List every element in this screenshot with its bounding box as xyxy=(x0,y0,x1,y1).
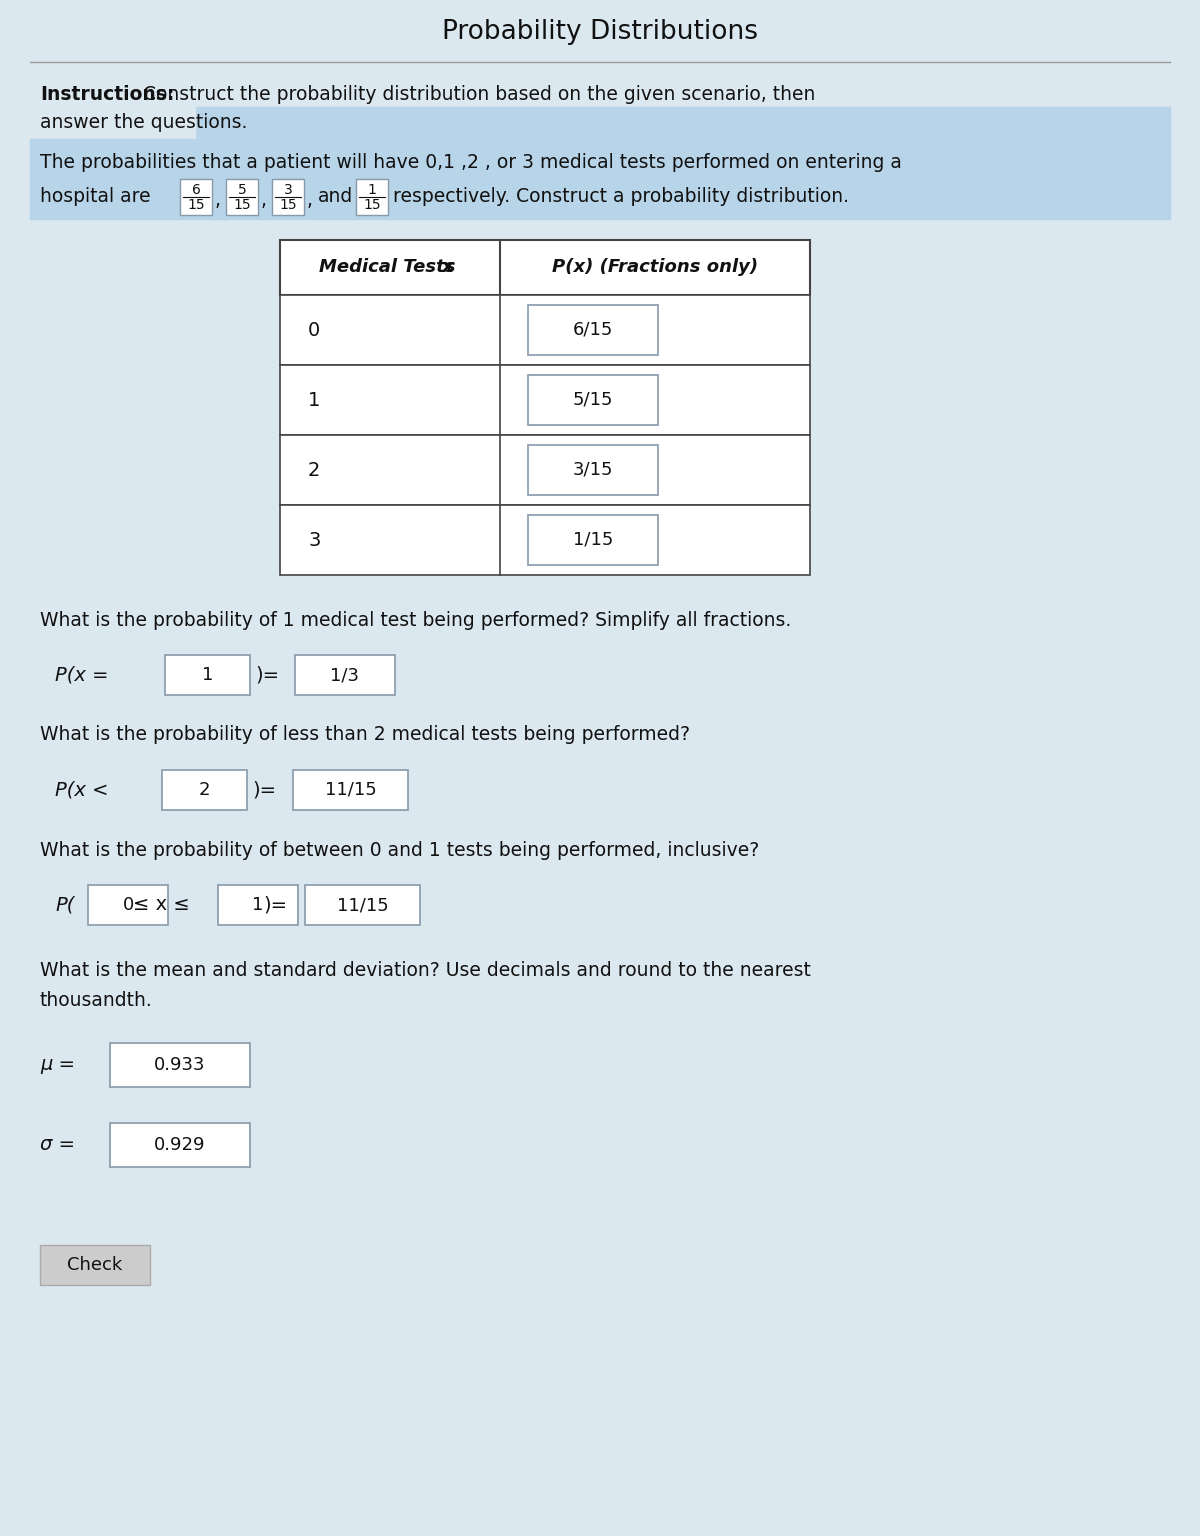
Bar xyxy=(528,515,658,565)
Bar xyxy=(110,1043,250,1087)
Text: ≤ x ≤: ≤ x ≤ xyxy=(133,895,190,914)
Text: hospital are: hospital are xyxy=(40,187,151,206)
Text: 5/15: 5/15 xyxy=(572,392,613,409)
Text: )=: )= xyxy=(263,895,287,914)
Text: 3: 3 xyxy=(308,530,320,550)
Text: 15: 15 xyxy=(364,198,380,212)
Text: 5: 5 xyxy=(238,183,246,197)
Text: 1/15: 1/15 xyxy=(572,531,613,548)
Text: 2: 2 xyxy=(199,780,210,799)
Text: 11/15: 11/15 xyxy=(337,895,389,914)
Bar xyxy=(280,240,810,295)
Text: respectively. Construct a probability distribution.: respectively. Construct a probability di… xyxy=(394,187,850,206)
Bar xyxy=(528,445,658,495)
Bar xyxy=(305,885,420,925)
Bar xyxy=(30,75,1170,108)
Bar xyxy=(30,138,1170,220)
Bar xyxy=(218,885,298,925)
Bar xyxy=(40,1246,150,1286)
Text: Instructions:: Instructions: xyxy=(40,86,174,104)
Text: 15: 15 xyxy=(187,198,205,212)
Text: 15: 15 xyxy=(280,198,296,212)
Text: ,: , xyxy=(260,190,266,209)
Text: 15: 15 xyxy=(233,198,251,212)
Text: 11/15: 11/15 xyxy=(325,780,377,799)
Bar xyxy=(295,654,395,694)
Text: 0.929: 0.929 xyxy=(155,1137,205,1154)
Bar xyxy=(166,654,250,694)
Text: P(x =: P(x = xyxy=(55,665,108,685)
Text: μ =: μ = xyxy=(40,1055,74,1075)
Bar xyxy=(293,770,408,809)
Bar xyxy=(180,180,212,215)
Text: 6/15: 6/15 xyxy=(572,321,613,339)
Text: What is the probability of 1 medical test being performed? Simplify all fraction: What is the probability of 1 medical tes… xyxy=(40,610,791,630)
Bar xyxy=(162,770,247,809)
Text: ,: , xyxy=(306,190,312,209)
Text: 1: 1 xyxy=(308,390,320,410)
Bar xyxy=(30,108,194,138)
Text: )=: )= xyxy=(252,780,276,800)
Text: Construct the probability distribution based on the given scenario, then: Construct the probability distribution b… xyxy=(137,86,815,104)
Bar xyxy=(280,366,810,435)
Bar xyxy=(194,108,1170,138)
Text: thousandth.: thousandth. xyxy=(40,991,152,1009)
Bar xyxy=(528,375,658,425)
Text: ,: , xyxy=(214,190,220,209)
Text: 0.933: 0.933 xyxy=(155,1057,205,1074)
Bar xyxy=(272,180,304,215)
Text: What is the mean and standard deviation? Use decimals and round to the nearest: What is the mean and standard deviation?… xyxy=(40,960,811,980)
Text: What is the probability of less than 2 medical tests being performed?: What is the probability of less than 2 m… xyxy=(40,725,690,745)
Text: Check: Check xyxy=(67,1256,122,1273)
Text: 1/3: 1/3 xyxy=(330,667,360,684)
Text: x: x xyxy=(442,258,454,276)
Text: 0: 0 xyxy=(308,321,320,339)
Bar xyxy=(356,180,388,215)
Text: P(x) (Fractions only): P(x) (Fractions only) xyxy=(552,258,758,276)
Text: What is the probability of between 0 and 1 tests being performed, inclusive?: What is the probability of between 0 and… xyxy=(40,840,760,860)
Text: 1: 1 xyxy=(367,183,377,197)
Text: σ =: σ = xyxy=(40,1135,74,1155)
Bar xyxy=(528,306,658,355)
Bar xyxy=(88,885,168,925)
Text: 1: 1 xyxy=(252,895,264,914)
Bar xyxy=(110,1123,250,1167)
Text: and: and xyxy=(318,187,353,206)
Text: P(: P( xyxy=(55,895,74,914)
Text: 3/15: 3/15 xyxy=(572,461,613,479)
Text: 3: 3 xyxy=(283,183,293,197)
Bar xyxy=(226,180,258,215)
Text: )=: )= xyxy=(256,665,280,685)
Text: 2: 2 xyxy=(308,461,320,479)
Text: 6: 6 xyxy=(192,183,200,197)
Text: The probabilities that a patient will have 0,1 ,2 , or 3 medical tests performed: The probabilities that a patient will ha… xyxy=(40,154,902,172)
Text: Probability Distributions: Probability Distributions xyxy=(442,18,758,45)
Text: P(x <: P(x < xyxy=(55,780,108,800)
Bar xyxy=(280,295,810,366)
Bar xyxy=(280,505,810,574)
Text: answer the questions.: answer the questions. xyxy=(40,114,247,132)
Text: Medical Tests: Medical Tests xyxy=(319,258,461,276)
Text: 1: 1 xyxy=(202,667,214,684)
Bar xyxy=(280,435,810,505)
Text: 0: 0 xyxy=(122,895,133,914)
